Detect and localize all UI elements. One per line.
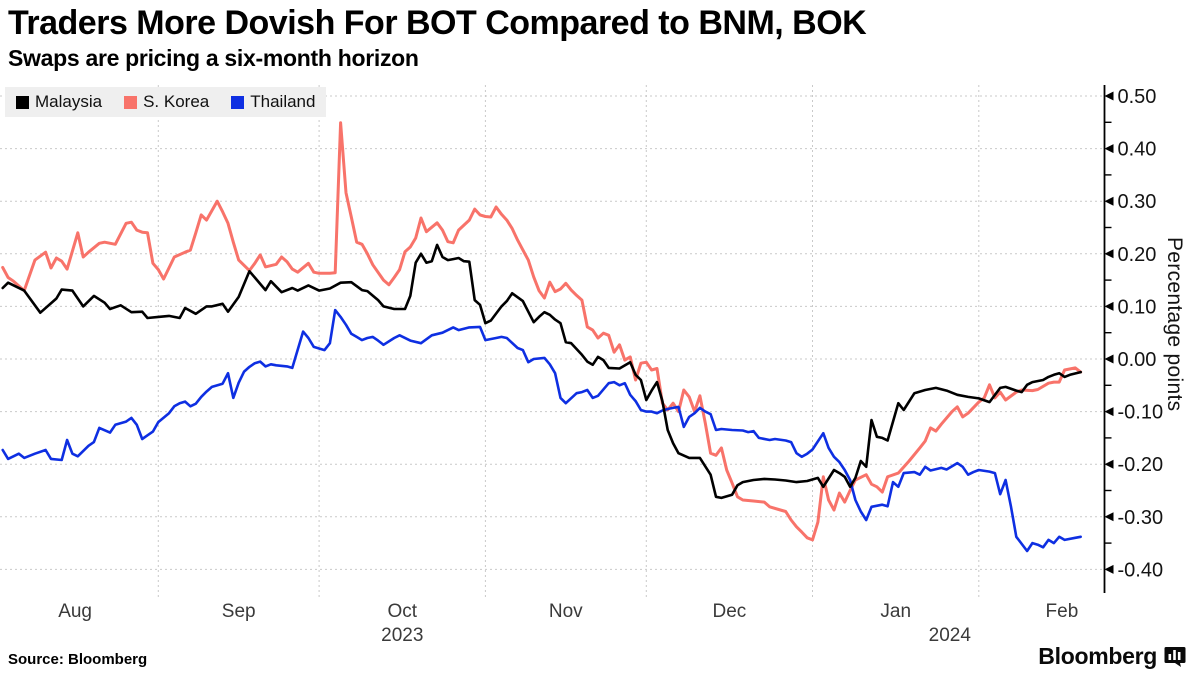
x-tick-label: Aug <box>58 601 92 622</box>
y-major-tick-arrow <box>1104 249 1114 259</box>
y-tick-label: -0.20 <box>1118 454 1164 476</box>
page-subtitle: Swaps are pricing a six-month horizon <box>8 45 419 71</box>
x-tick-label: Feb <box>1046 601 1079 622</box>
x-year-label: 2023 <box>381 625 423 646</box>
y-major-tick-arrow <box>1104 144 1114 154</box>
y-tick-label: -0.10 <box>1118 402 1164 424</box>
y-tick-label: -0.40 <box>1118 559 1164 581</box>
y-axis-title: Percentage points <box>1163 237 1186 412</box>
page-title: Traders More Dovish For BOT Compared to … <box>8 4 867 42</box>
legend-label: Thailand <box>250 92 316 111</box>
x-tick-label: Dec <box>713 601 747 622</box>
y-tick-label: -0.30 <box>1118 507 1164 529</box>
y-major-tick-arrow <box>1104 564 1114 574</box>
legend-label: Malaysia <box>35 92 103 111</box>
series-line-s-korea <box>1 121 1083 542</box>
y-major-tick-arrow <box>1104 91 1114 101</box>
y-major-tick-arrow <box>1104 354 1114 364</box>
y-major-tick-arrow <box>1104 512 1114 522</box>
y-major-tick-arrow <box>1104 196 1114 206</box>
x-tick-label: Oct <box>388 601 418 622</box>
series-line-thailand <box>1 308 1082 553</box>
series-line-malaysia <box>1 243 1082 500</box>
y-tick-label: 0.40 <box>1118 139 1157 161</box>
y-major-tick-arrow <box>1104 301 1114 311</box>
bloomberg-wordmark: Bloomberg <box>1038 643 1157 669</box>
y-tick-label: 0.10 <box>1118 296 1157 318</box>
source-note: Source: Bloomberg <box>8 651 148 668</box>
legend-item-thailand[interactable]: Thailand <box>231 92 315 112</box>
s-korea-swatch-icon <box>124 95 138 109</box>
legend-item-malaysia[interactable]: Malaysia <box>16 92 102 112</box>
y-major-tick-arrow <box>1104 407 1114 417</box>
y-tick-label: 0.00 <box>1118 349 1157 371</box>
malaysia-swatch-icon <box>16 95 29 109</box>
x-tick-label: Jan <box>880 601 911 622</box>
legend-item-s-korea[interactable]: S. Korea <box>124 92 209 112</box>
y-tick-label: 0.20 <box>1118 244 1157 266</box>
x-tick-label: Sep <box>222 601 256 622</box>
y-major-tick-arrow <box>1104 459 1114 469</box>
bloomberg-brand: Bloomberg <box>1038 643 1186 670</box>
y-tick-label: 0.50 <box>1118 86 1157 108</box>
x-tick-label: Nov <box>549 601 583 622</box>
thailand-swatch-icon <box>231 95 245 109</box>
y-tick-label: 0.30 <box>1118 191 1157 213</box>
x-year-label: 2024 <box>929 625 972 646</box>
legend-label: S. Korea <box>143 92 210 111</box>
legend: Malaysia S. Korea Thailand <box>5 87 327 117</box>
bloomberg-logo-icon <box>1164 646 1186 667</box>
